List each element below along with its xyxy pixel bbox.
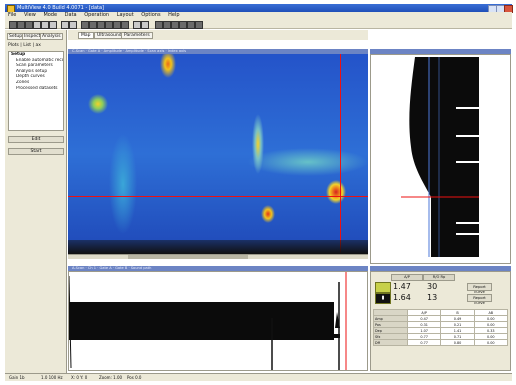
ascan-panel[interactable] — [68, 271, 368, 371]
tree-item[interactable]: Processed datasets — [9, 86, 63, 92]
table-cell: 0.80 — [441, 340, 474, 346]
ascan-waveform — [69, 272, 367, 370]
status-gain: Gain 1b — [9, 374, 25, 382]
zoom-in-icon[interactable] — [81, 21, 89, 29]
status-position: Pos 0.0 — [127, 374, 141, 382]
gate-icon[interactable] — [141, 21, 149, 29]
tab-ultrasound[interactable]: Ultrasound — [94, 32, 125, 39]
menu-bar: File View Mode Data Operation Layout Opt… — [5, 12, 512, 19]
cursor-icon[interactable] — [105, 21, 113, 29]
measurement-panel: A/P R/O Rp 1.47 30 Report curve ▮ 1.64 1… — [370, 271, 511, 371]
toolbar — [5, 19, 512, 29]
status-zoom: Zoom: 1.00 — [99, 374, 122, 382]
zoom-out-icon[interactable] — [89, 21, 97, 29]
menu-operation[interactable]: Operation — [84, 12, 109, 18]
report-curve-button-1[interactable]: Report curve — [467, 283, 492, 291]
menu-options[interactable]: Options — [141, 12, 160, 18]
table-cell: 0.00 — [474, 340, 507, 346]
layout-6-icon[interactable] — [195, 21, 203, 29]
status-coords: X: 0 Y: 0 — [71, 374, 87, 382]
paste-icon[interactable] — [49, 21, 57, 29]
table-row: Dff 0.77 0.80 0.00 — [374, 340, 508, 346]
menu-file[interactable]: File — [8, 12, 16, 18]
layout-4-icon[interactable] — [179, 21, 187, 29]
save-icon[interactable] — [17, 21, 25, 29]
table-cell: 0.77 — [408, 340, 441, 346]
cursor-horizontal-line[interactable] — [68, 196, 368, 197]
menu-help[interactable]: Help — [168, 12, 179, 18]
menu-mode[interactable]: Mode — [43, 12, 57, 18]
status-bar: Gain 1b 1.0 100 Hz X: 0 Y: 0 Zoom: 1.00 … — [5, 373, 512, 381]
layout-1-icon[interactable] — [155, 21, 163, 29]
gate-b-indicator: ▮ — [375, 293, 391, 304]
gate-a-indicator — [375, 282, 391, 293]
value-1: 1.47 — [393, 282, 411, 291]
count-2: 13 — [427, 293, 437, 302]
undo-icon[interactable] — [61, 21, 69, 29]
horizontal-scrollbar[interactable] — [68, 254, 368, 259]
palette-icon[interactable] — [133, 21, 141, 29]
layout-5-icon[interactable] — [187, 21, 195, 29]
setup-tree: Setup Enable automatic record Scan param… — [8, 51, 64, 131]
tab-map[interactable]: Map — [78, 32, 94, 39]
layout-2-icon[interactable] — [163, 21, 171, 29]
menu-layout[interactable]: Layout — [117, 12, 134, 18]
report-curve-button-2[interactable]: Report curve — [467, 294, 492, 302]
open-icon[interactable] — [9, 21, 17, 29]
row-label: Dff — [374, 340, 408, 346]
print-icon[interactable] — [25, 21, 33, 29]
measure-icon[interactable] — [113, 21, 121, 29]
menu-view[interactable]: View — [24, 12, 36, 18]
measurement-table: A/P B AB Amp 0.47 0.49 0.00 Pos 0.31 0.2… — [373, 309, 508, 346]
pan-icon[interactable] — [97, 21, 105, 29]
copy-icon[interactable] — [41, 21, 49, 29]
scrollbar-thumb[interactable] — [128, 255, 248, 259]
menu-data[interactable]: Data — [65, 12, 77, 18]
depth-profile-panel[interactable] — [370, 54, 511, 264]
cut-icon[interactable] — [33, 21, 41, 29]
depth-profile-graph — [401, 57, 479, 257]
status-rate: 1.0 100 Hz — [41, 374, 63, 382]
cscan-image[interactable] — [68, 54, 368, 254]
window-title-bar: MultiView 4.0 Build 4.0071 - [data] — [5, 4, 512, 12]
left-panel-header: Plots | List | ax — [8, 42, 64, 49]
window-title: MultiView 4.0 Build 4.0071 - [data] — [17, 5, 104, 11]
info-col-header: A/P — [391, 274, 423, 281]
cursor-vertical-line[interactable] — [340, 54, 341, 254]
tab-parameters[interactable]: Parameters — [121, 32, 153, 39]
layout-3-icon[interactable] — [171, 21, 179, 29]
count-1: 30 — [427, 282, 437, 291]
edit-button[interactable]: Edit — [8, 136, 64, 143]
value-2: 1.64 — [393, 293, 411, 302]
redo-icon[interactable] — [69, 21, 77, 29]
grid-icon[interactable] — [121, 21, 129, 29]
info-col-header: R/O Rp — [423, 274, 455, 281]
tab-analysis[interactable]: Analysis — [40, 33, 63, 40]
start-button[interactable]: Start — [8, 148, 64, 155]
